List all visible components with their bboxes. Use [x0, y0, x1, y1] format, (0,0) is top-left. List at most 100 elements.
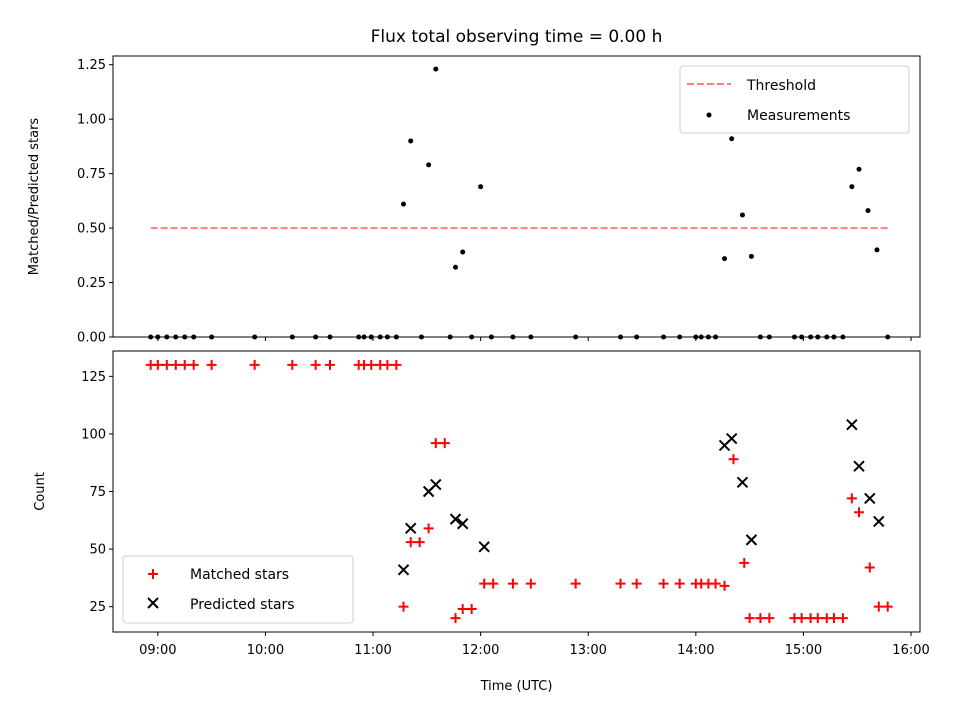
legend-predicted-swatch	[147, 597, 159, 609]
y-axis-label: Matched/Predicted stars	[27, 118, 42, 276]
matched-star-point	[488, 578, 499, 589]
predicted-star-point	[449, 513, 462, 525]
measurement-point	[865, 208, 871, 214]
y-tick-label: 75	[89, 485, 106, 500]
measurement-point	[849, 184, 855, 190]
measurement-point	[460, 249, 466, 255]
legend-label-threshold: Threshold	[746, 78, 816, 94]
predicted-star-point	[478, 541, 490, 553]
predicted-star-point	[736, 476, 749, 488]
matched-star-point	[457, 603, 468, 614]
legend: Threshold Measurements	[679, 65, 910, 134]
x-tick-label: 12:00	[462, 643, 499, 658]
matched-star-point	[466, 603, 477, 614]
matched-star-point	[152, 359, 163, 370]
matched-star-point	[324, 359, 335, 370]
measurement-point	[729, 136, 735, 142]
legend-label-predicted: Predicted stars	[190, 597, 295, 613]
matched-star-point	[854, 507, 865, 518]
legend-box	[122, 555, 354, 624]
plot-frame	[112, 350, 921, 633]
legend-measurement-swatch	[706, 112, 712, 118]
y-tick-label: 125	[81, 370, 106, 385]
matched-star-point	[744, 613, 755, 624]
matched-star-point	[864, 562, 875, 573]
matched-star-point	[249, 359, 260, 370]
matched-star-point	[658, 578, 669, 589]
predicted-star-point	[430, 478, 442, 491]
matched-star-point	[719, 580, 730, 591]
matched-star-point	[739, 557, 750, 568]
y-tick-label: 0.50	[77, 222, 106, 237]
measurement-point	[426, 162, 432, 168]
matched-star-point	[287, 359, 298, 370]
predicted-star-point	[397, 564, 410, 576]
x-tick-label: 14:00	[677, 643, 714, 658]
y-tick-label: 1.00	[77, 113, 106, 128]
legend-box	[679, 65, 910, 134]
x-tick-label: 15:00	[785, 643, 822, 658]
matched-star-point	[398, 601, 409, 612]
y-tick-label: 25	[89, 600, 106, 615]
matched-star-point	[310, 359, 321, 370]
matched-star-point	[414, 537, 425, 548]
matched-star-point	[873, 601, 884, 612]
matched-star-point	[525, 578, 536, 589]
matched-star-point	[439, 438, 450, 449]
matched-star-point	[206, 359, 217, 370]
legend-matched-swatch	[148, 569, 158, 579]
y-tick-label: 0.75	[77, 167, 106, 182]
measurement-point	[722, 256, 728, 262]
matched-star-point	[188, 359, 199, 370]
matched-star-point	[570, 578, 581, 589]
measurement-point	[433, 66, 439, 72]
matched-stars-series	[145, 359, 893, 624]
matched-star-point	[796, 613, 807, 624]
matched-star-point	[423, 523, 434, 534]
top-panel: Flux total observing time = 0.00 h Matche…	[27, 27, 921, 346]
measurement-point	[739, 212, 745, 218]
matched-star-point	[631, 578, 642, 589]
y-tick-label: 1.25	[77, 58, 106, 73]
matched-star-point	[430, 438, 441, 449]
x-tick-label: 11:00	[354, 643, 391, 658]
matched-star-point	[764, 613, 775, 624]
x-tick-label: 13:00	[569, 643, 606, 658]
matched-star-point	[391, 359, 402, 370]
predicted-star-point	[745, 534, 758, 546]
matched-star-point	[382, 359, 393, 370]
matched-star-point	[710, 578, 721, 589]
matched-star-point	[812, 613, 823, 624]
matched-star-point	[366, 359, 377, 370]
measurement-point	[748, 253, 754, 259]
measurement-point	[408, 138, 414, 144]
predicted-star-point	[873, 515, 885, 528]
legend: Matched stars Predicted stars	[122, 555, 354, 624]
measurement-point	[478, 184, 484, 190]
x-tick-label: 09:00	[139, 643, 176, 658]
bottom-panel: Count Time (UTC) 25 50 75 100 125 09:00 10:00 11:…	[33, 350, 930, 694]
predicted-star-point	[846, 418, 858, 431]
measurement-point	[453, 264, 459, 270]
plot-frame	[112, 55, 921, 338]
matched-star-point	[170, 359, 181, 370]
predicted-star-point	[404, 522, 417, 535]
matched-star-point	[755, 613, 766, 624]
measurement-point	[856, 166, 862, 172]
matched-star-point	[161, 359, 172, 370]
matched-star-point	[728, 454, 739, 465]
y-tick-label: 0.00	[77, 331, 106, 346]
predicted-stars-series	[397, 418, 885, 576]
y-tick-label: 0.25	[77, 276, 106, 291]
legend-label-measurements: Measurements	[747, 108, 850, 124]
matched-star-point	[674, 578, 685, 589]
matched-star-point	[179, 359, 190, 370]
legend-label-matched: Matched stars	[190, 567, 289, 583]
predicted-star-point	[456, 518, 469, 530]
matched-star-point	[615, 578, 626, 589]
y-axis-label: Count	[33, 472, 48, 511]
matched-star-point	[405, 537, 416, 548]
predicted-star-point	[864, 492, 876, 505]
x-axis-label: Time (UTC)	[480, 679, 553, 694]
